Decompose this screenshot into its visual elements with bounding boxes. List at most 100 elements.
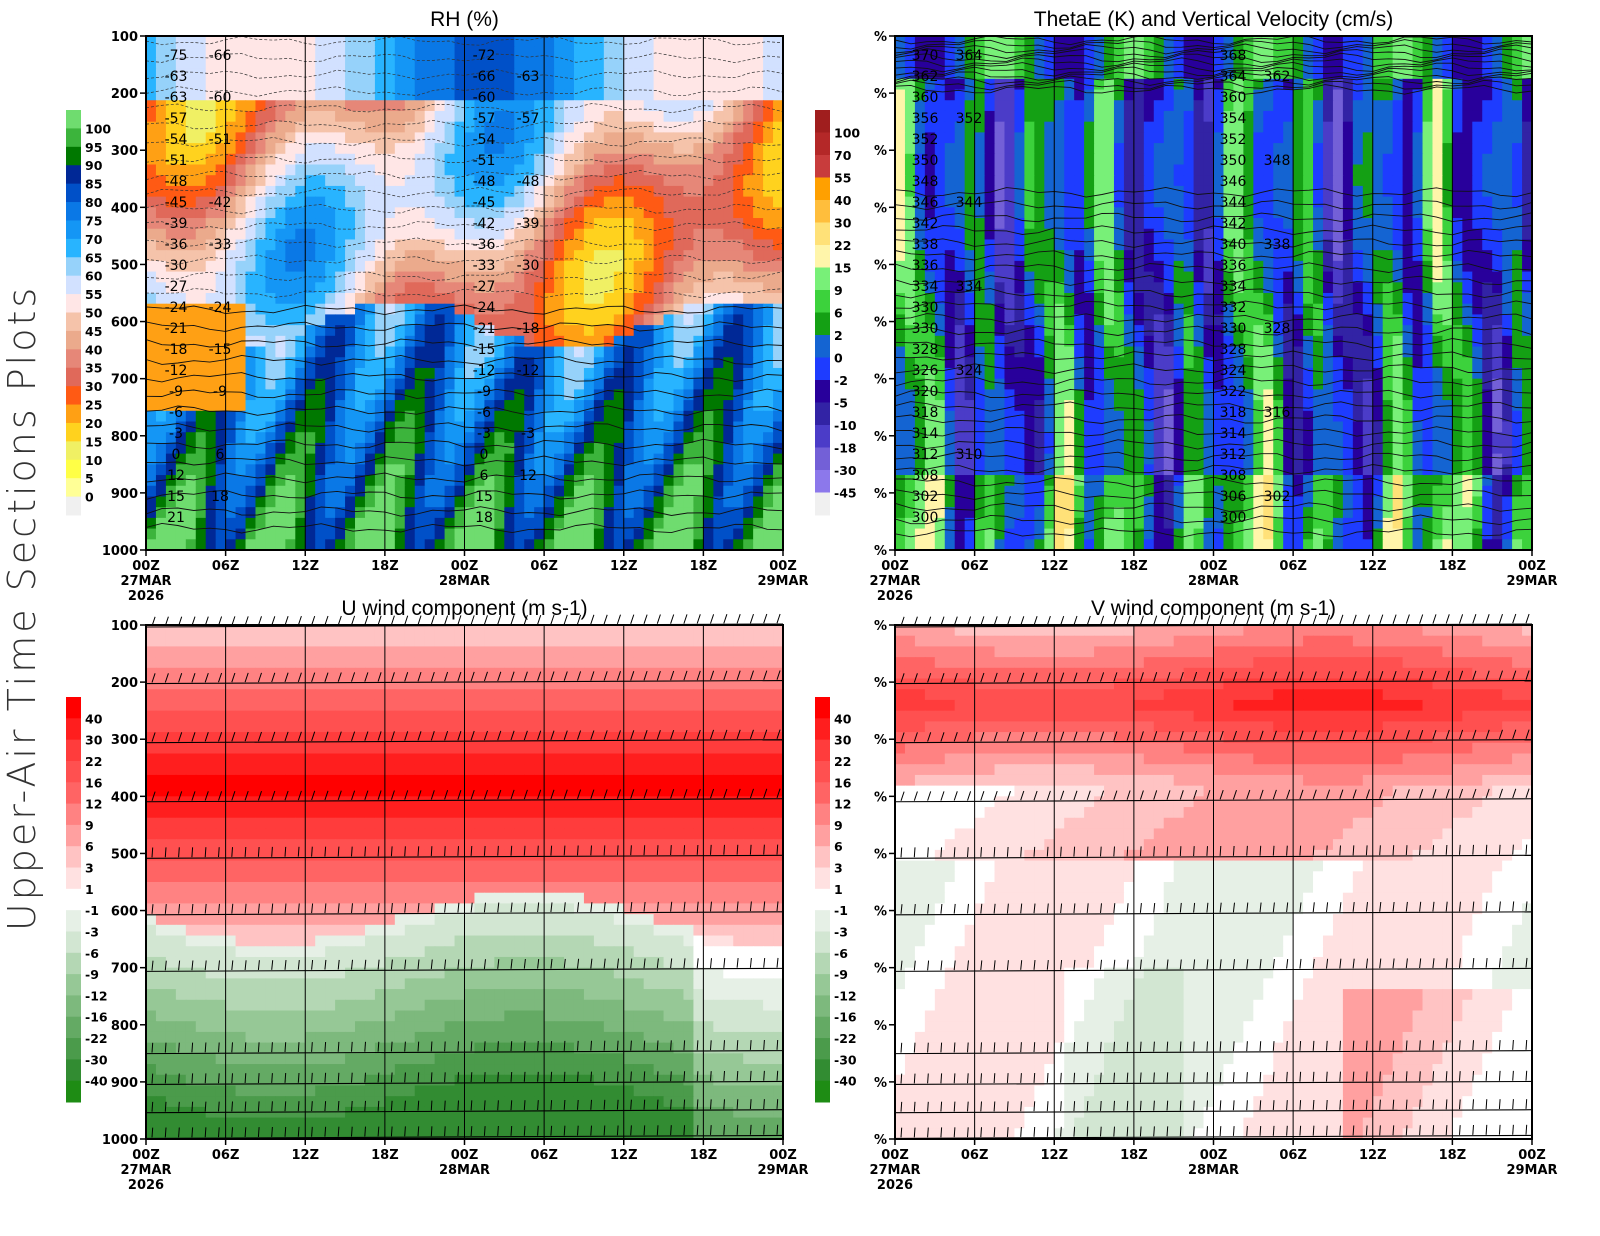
field-cell	[1322, 218, 1334, 230]
field-cell	[245, 143, 257, 155]
field-cell	[1283, 314, 1294, 326]
field-cell	[703, 421, 714, 433]
field-cell	[524, 539, 535, 551]
field-cell	[215, 57, 227, 69]
field-cell	[564, 346, 575, 358]
field-cell	[934, 153, 946, 166]
field-cell	[1452, 68, 1463, 80]
field-cell	[185, 228, 197, 241]
field-cell	[944, 175, 956, 187]
field-cell	[1213, 153, 1225, 166]
field-cell	[205, 421, 217, 433]
contour-label: -15	[209, 342, 232, 358]
field-cell	[914, 78, 926, 91]
field-cell	[954, 46, 966, 59]
field-cell	[1104, 36, 1115, 48]
field-cell	[763, 100, 774, 112]
field-cell	[155, 36, 167, 48]
field-cell	[1362, 110, 1374, 123]
field-cell	[275, 357, 286, 369]
field-cell	[1104, 239, 1115, 251]
field-cell	[1332, 68, 1344, 80]
field-cell	[185, 250, 197, 262]
field-cell	[1382, 185, 1394, 198]
field-cell	[1243, 293, 1254, 305]
field-cell	[1163, 68, 1175, 80]
field-cell	[1322, 57, 1334, 69]
field-cell	[205, 282, 217, 294]
field-cell	[474, 260, 485, 273]
field-cell	[743, 367, 754, 380]
field-cell	[175, 57, 187, 69]
field-cell	[914, 185, 926, 198]
field-cell	[205, 464, 217, 476]
field-cell	[335, 132, 346, 144]
field-cell	[1492, 239, 1503, 251]
field-cell	[494, 282, 505, 294]
field-cell	[1223, 46, 1234, 59]
field-cell	[1313, 271, 1324, 283]
field-cell	[914, 132, 926, 144]
field-cell	[733, 346, 744, 358]
field-cell	[205, 432, 217, 444]
field-cell	[1482, 143, 1493, 155]
field-cell	[753, 485, 764, 498]
field-cell	[1223, 293, 1234, 305]
field-cell	[1113, 303, 1125, 316]
field-cell	[564, 121, 575, 133]
field-cell	[633, 164, 645, 176]
field-cell	[414, 410, 426, 423]
field-cell	[1512, 57, 1523, 69]
field-cell	[434, 410, 446, 423]
field-cell	[653, 164, 665, 176]
field-cell	[235, 346, 247, 358]
field-cell	[285, 196, 296, 208]
field-cell	[1482, 250, 1493, 262]
field-cell	[613, 357, 625, 369]
field-cell	[295, 132, 306, 144]
field-cell	[534, 36, 545, 48]
field-cell	[315, 485, 326, 498]
field-cell	[494, 378, 505, 390]
field-cell	[753, 164, 764, 176]
contour-label: 18	[211, 489, 229, 505]
field-cell	[1442, 164, 1453, 176]
field-cell	[175, 46, 187, 59]
field-cell	[573, 442, 585, 455]
field-cell	[554, 132, 565, 144]
field-cell	[1034, 314, 1045, 326]
field-cell	[374, 303, 386, 316]
field-cell	[325, 496, 336, 508]
field-cell	[693, 389, 704, 401]
field-cell	[1382, 175, 1394, 187]
field-cell	[245, 78, 257, 91]
field-cell	[255, 100, 267, 112]
field-cell	[663, 293, 675, 305]
field-cell	[1024, 207, 1035, 219]
field-cell	[1213, 132, 1225, 144]
field-cell	[325, 528, 336, 540]
colorbar-swatch	[66, 404, 81, 424]
field-cell	[623, 100, 635, 112]
field-cell	[895, 121, 906, 133]
field-cell	[623, 164, 635, 176]
field-cell	[484, 475, 495, 487]
field-cell	[1492, 228, 1503, 241]
field-cell	[554, 250, 565, 262]
field-cell	[673, 143, 685, 155]
field-cell	[285, 325, 296, 337]
field-cell	[743, 121, 754, 133]
field-cell	[185, 453, 197, 465]
field-cell	[895, 175, 906, 187]
field-cell	[763, 196, 774, 208]
field-cell	[643, 36, 655, 48]
field-cell	[1462, 207, 1473, 219]
field-cell	[583, 218, 595, 230]
field-cell	[434, 432, 446, 444]
field-cell	[924, 314, 936, 326]
field-cell	[1153, 110, 1165, 123]
field-cell	[1402, 250, 1414, 262]
field-cell	[1322, 121, 1334, 133]
field-cell	[593, 421, 605, 433]
field-cell	[514, 346, 525, 358]
